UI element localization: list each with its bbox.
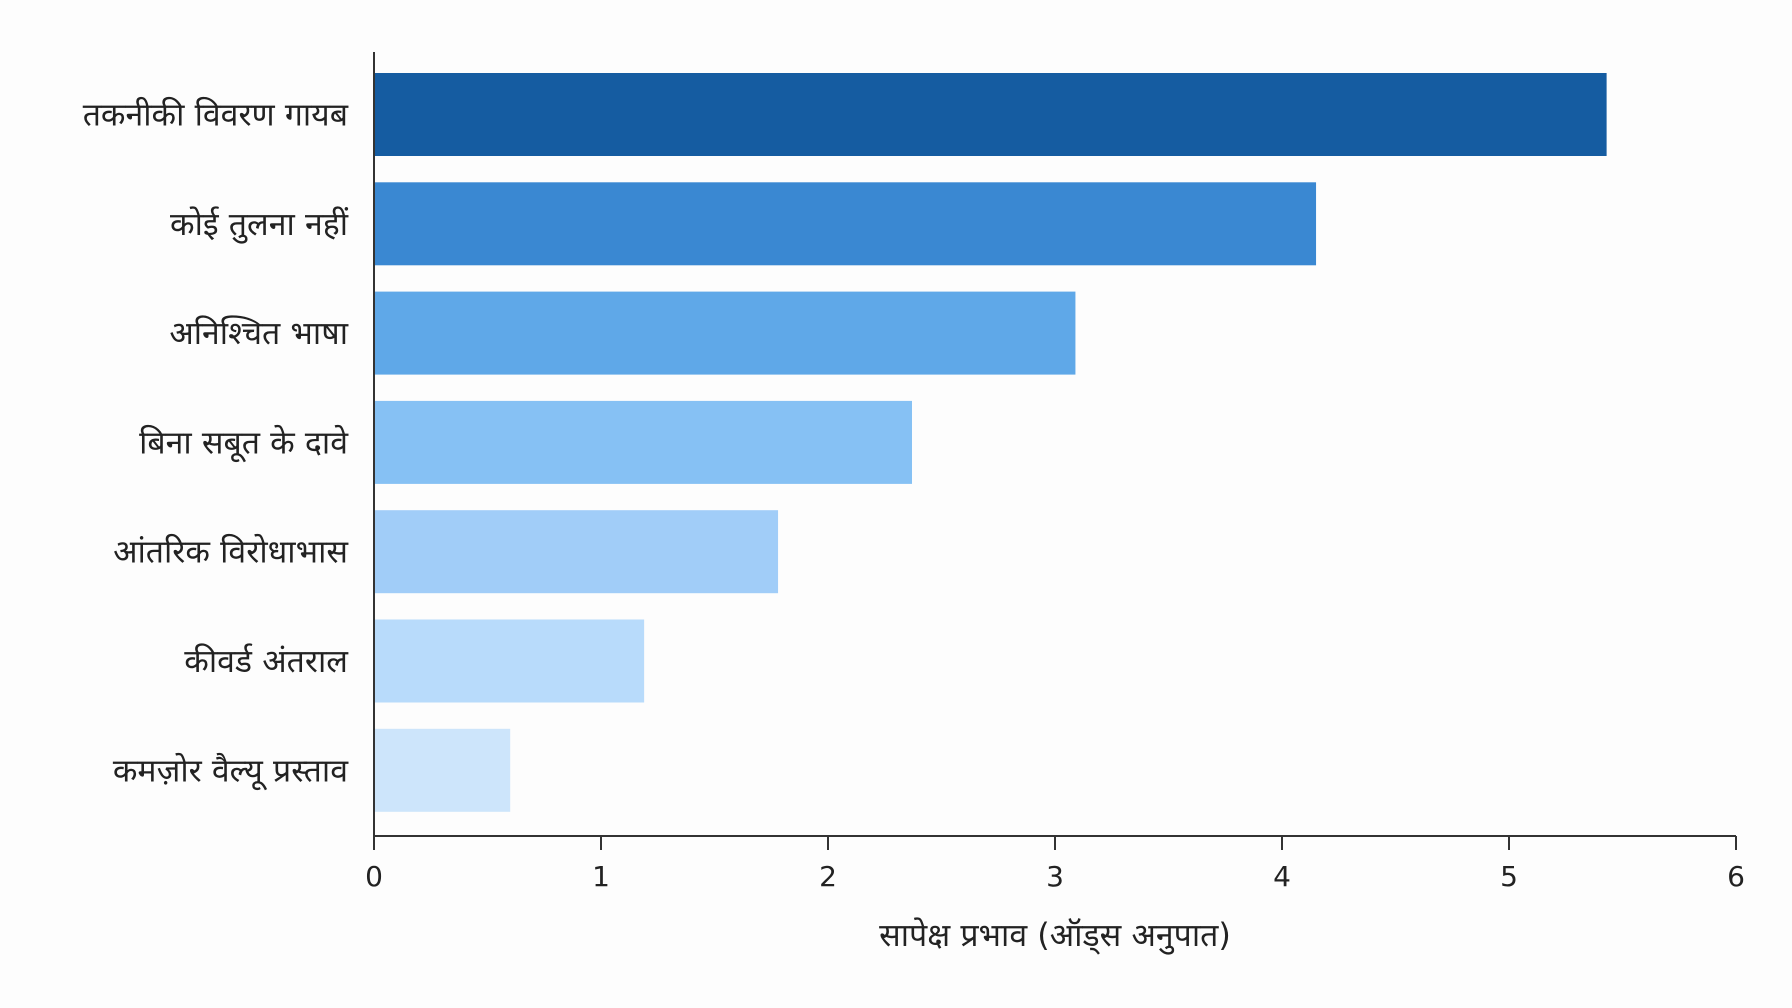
category-label: कोई तुलना नहीं <box>170 205 349 244</box>
category-labels: तकनीकी विवरण गायब कोई तुलना नहीं अनिश्चित … <box>83 96 350 791</box>
x-tick-label: 6 <box>1727 860 1745 893</box>
x-axis-ticks: 0 1 2 3 4 5 6 <box>365 836 1745 893</box>
bars-layer <box>374 73 1607 812</box>
bar <box>374 728 511 812</box>
category-label: आंतरिक विरोधाभास <box>113 533 349 571</box>
x-tick-label: 5 <box>1500 860 1518 893</box>
bar <box>374 510 779 594</box>
category-label: कमज़ोर वैल्यू प्रस्ताव <box>113 751 349 790</box>
x-axis-title: सापेक्ष प्रभाव (ऑड्स अनुपात) <box>879 916 1231 955</box>
bar <box>374 291 1076 375</box>
bar <box>374 619 645 703</box>
x-tick-label: 3 <box>1046 860 1064 893</box>
x-tick-label: 4 <box>1273 860 1291 893</box>
category-label: अनिश्चित भाषा <box>169 314 348 352</box>
category-label: तकनीकी विवरण गायब <box>83 96 349 134</box>
x-tick-label: 2 <box>819 860 837 893</box>
category-label: बिना सबूत के दावे <box>139 423 349 462</box>
bar <box>374 182 1317 266</box>
bar <box>374 400 912 484</box>
bar <box>374 73 1607 156</box>
category-label: कीवर्ड अंतराल <box>184 642 349 680</box>
x-tick-label: 0 <box>365 860 383 893</box>
x-tick-label: 1 <box>592 860 610 893</box>
